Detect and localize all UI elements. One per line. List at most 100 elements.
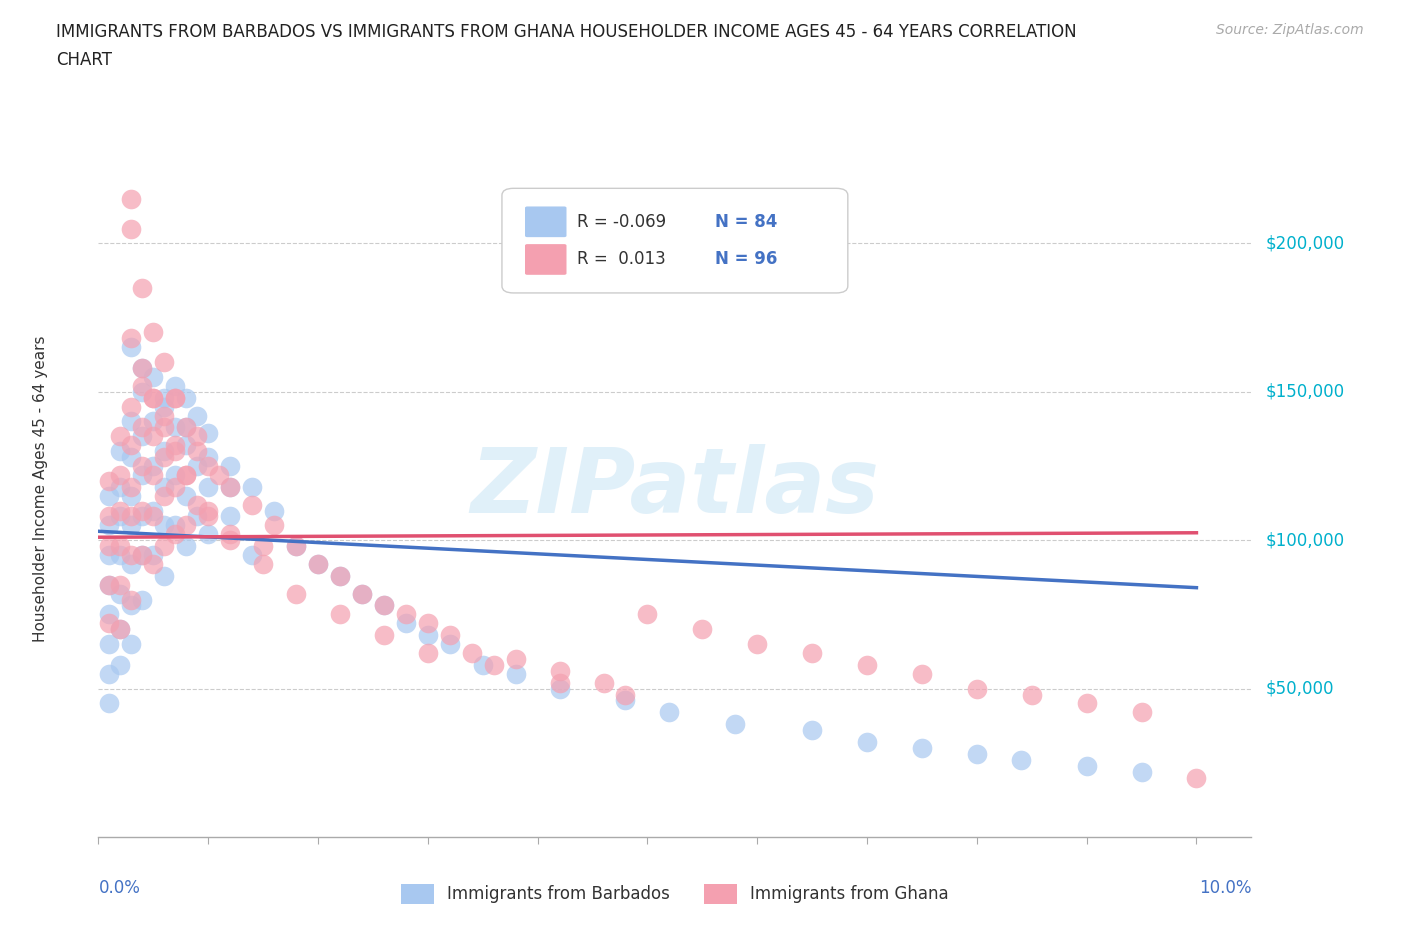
Point: [174, 420, 197, 435]
Point: [505, 652, 527, 667]
Point: [120, 548, 142, 563]
Point: [120, 331, 142, 346]
Point: [142, 468, 165, 483]
Point: [801, 723, 824, 737]
Point: [110, 622, 132, 637]
Point: [110, 468, 132, 483]
Point: [416, 628, 439, 643]
Point: [131, 281, 153, 296]
Point: [482, 658, 505, 672]
Point: [416, 616, 439, 631]
Point: [142, 414, 165, 429]
Point: [120, 192, 142, 206]
Point: [153, 488, 176, 503]
Point: [252, 556, 274, 571]
Point: [142, 458, 165, 473]
Point: [186, 509, 208, 524]
Point: [98, 607, 121, 622]
Point: [1185, 770, 1208, 785]
Point: [165, 518, 187, 533]
Point: [153, 420, 176, 435]
Text: $200,000: $200,000: [1265, 234, 1344, 252]
Text: R =  0.013: R = 0.013: [576, 250, 665, 269]
Point: [165, 438, 187, 453]
Point: [692, 622, 714, 637]
Point: [329, 607, 352, 622]
Point: [153, 399, 176, 414]
Point: [373, 598, 395, 613]
Point: [439, 637, 461, 652]
Point: [174, 488, 197, 503]
Point: [131, 458, 153, 473]
Point: [1010, 752, 1032, 767]
Point: [142, 503, 165, 518]
Point: [142, 369, 165, 384]
Point: [142, 509, 165, 524]
Point: [263, 503, 285, 518]
Point: [174, 438, 197, 453]
Point: [197, 458, 219, 473]
Point: [153, 479, 176, 494]
Point: [110, 658, 132, 672]
Point: [174, 420, 197, 435]
Text: $100,000: $100,000: [1265, 531, 1344, 550]
Point: [174, 518, 197, 533]
Point: [98, 548, 121, 563]
Point: [110, 538, 132, 553]
Text: 10.0%: 10.0%: [1199, 879, 1251, 897]
Point: [120, 221, 142, 236]
Point: [439, 628, 461, 643]
Point: [142, 391, 165, 405]
Point: [120, 518, 142, 533]
Point: [153, 408, 176, 423]
Point: [131, 429, 153, 444]
Point: [548, 663, 571, 678]
Point: [240, 548, 263, 563]
Point: [142, 429, 165, 444]
Point: [153, 518, 176, 533]
Point: [186, 408, 208, 423]
Point: [165, 379, 187, 393]
Point: [120, 339, 142, 354]
Point: [966, 681, 988, 696]
Point: [120, 556, 142, 571]
Point: [165, 468, 187, 483]
Point: [120, 592, 142, 607]
Point: [98, 616, 121, 631]
Point: [219, 458, 242, 473]
Point: [165, 479, 187, 494]
Point: [131, 379, 153, 393]
Point: [131, 509, 153, 524]
Point: [142, 556, 165, 571]
Text: Source: ZipAtlas.com: Source: ZipAtlas.com: [1216, 23, 1364, 37]
Point: [98, 509, 121, 524]
Point: [307, 556, 329, 571]
Point: [110, 622, 132, 637]
Point: [219, 479, 242, 494]
Point: [153, 354, 176, 369]
Point: [416, 645, 439, 660]
Point: [98, 518, 121, 533]
Point: [131, 361, 153, 376]
Point: [1130, 764, 1153, 779]
Text: IMMIGRANTS FROM BARBADOS VS IMMIGRANTS FROM GHANA HOUSEHOLDER INCOME AGES 45 - 6: IMMIGRANTS FROM BARBADOS VS IMMIGRANTS F…: [56, 23, 1077, 41]
Legend: Immigrants from Barbados, Immigrants from Ghana: Immigrants from Barbados, Immigrants fro…: [392, 875, 957, 912]
Point: [174, 391, 197, 405]
Point: [548, 681, 571, 696]
Point: [505, 666, 527, 681]
Point: [856, 658, 879, 672]
Point: [911, 740, 934, 755]
Point: [197, 509, 219, 524]
FancyBboxPatch shape: [524, 245, 567, 275]
Point: [801, 645, 824, 660]
Point: [219, 526, 242, 541]
Point: [1130, 705, 1153, 720]
Point: [165, 391, 187, 405]
Text: CHART: CHART: [56, 51, 112, 69]
Point: [120, 399, 142, 414]
Point: [329, 568, 352, 583]
Point: [911, 666, 934, 681]
Point: [197, 426, 219, 441]
Point: [329, 568, 352, 583]
Point: [98, 696, 121, 711]
